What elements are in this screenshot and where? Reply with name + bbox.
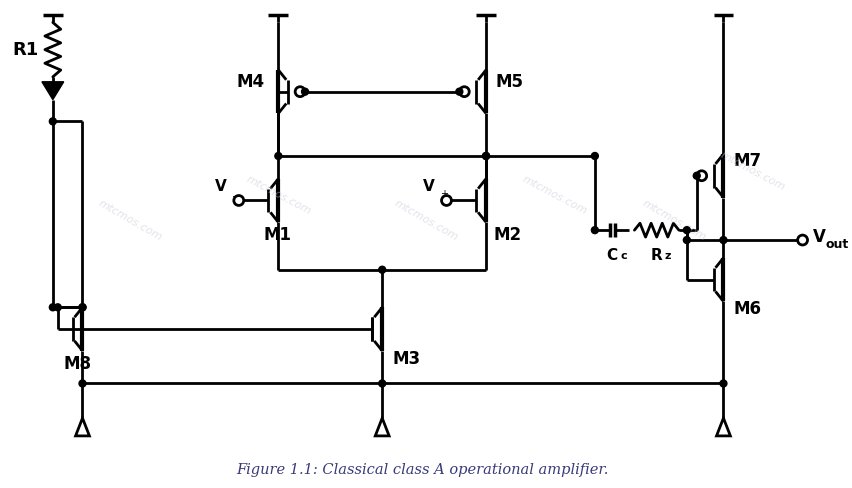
Text: M4: M4 bbox=[237, 73, 265, 91]
Circle shape bbox=[591, 153, 598, 160]
Circle shape bbox=[482, 153, 490, 160]
Text: $_{+}$: $_{+}$ bbox=[440, 185, 449, 200]
Circle shape bbox=[49, 118, 56, 125]
Circle shape bbox=[683, 237, 690, 244]
Text: mtcmos.com: mtcmos.com bbox=[245, 174, 313, 217]
Circle shape bbox=[720, 380, 727, 387]
Circle shape bbox=[79, 304, 86, 311]
Circle shape bbox=[720, 237, 727, 244]
Circle shape bbox=[697, 171, 706, 181]
Text: mtcmos.com: mtcmos.com bbox=[96, 198, 164, 243]
Polygon shape bbox=[42, 82, 64, 100]
Circle shape bbox=[275, 153, 282, 160]
Text: C: C bbox=[607, 248, 618, 263]
Circle shape bbox=[456, 88, 463, 95]
Circle shape bbox=[79, 380, 86, 387]
Circle shape bbox=[233, 196, 244, 205]
Text: M3: M3 bbox=[392, 350, 420, 368]
Circle shape bbox=[482, 153, 490, 160]
Text: V: V bbox=[423, 179, 435, 194]
Text: R: R bbox=[651, 248, 663, 263]
Text: M7: M7 bbox=[734, 152, 762, 170]
Text: c: c bbox=[620, 251, 627, 261]
Circle shape bbox=[49, 304, 56, 311]
Text: R1: R1 bbox=[12, 41, 38, 59]
Circle shape bbox=[591, 227, 598, 234]
Text: mtcmos.com: mtcmos.com bbox=[719, 149, 787, 192]
Circle shape bbox=[694, 172, 700, 179]
Text: Figure 1.1: Classical class A operational amplifier.: Figure 1.1: Classical class A operationa… bbox=[237, 463, 609, 476]
Text: M6: M6 bbox=[734, 300, 762, 318]
Circle shape bbox=[683, 227, 690, 234]
Text: mtcmos.com: mtcmos.com bbox=[641, 198, 708, 243]
Circle shape bbox=[295, 87, 305, 97]
Circle shape bbox=[379, 266, 386, 273]
Circle shape bbox=[302, 88, 308, 95]
Text: z: z bbox=[665, 251, 671, 261]
Circle shape bbox=[441, 196, 452, 205]
Text: V: V bbox=[813, 228, 826, 246]
Text: $_{-}$: $_{-}$ bbox=[231, 185, 240, 200]
Text: mtcmos.com: mtcmos.com bbox=[393, 198, 460, 243]
Text: mtcmos.com: mtcmos.com bbox=[521, 174, 590, 217]
Text: M2: M2 bbox=[494, 226, 522, 244]
Text: M1: M1 bbox=[263, 226, 291, 244]
Text: V: V bbox=[215, 179, 227, 194]
Circle shape bbox=[797, 235, 808, 245]
Text: out: out bbox=[826, 239, 849, 251]
Circle shape bbox=[79, 304, 86, 311]
Circle shape bbox=[55, 304, 61, 311]
Text: M8: M8 bbox=[64, 355, 91, 373]
Circle shape bbox=[459, 87, 469, 97]
Circle shape bbox=[379, 380, 386, 387]
Text: M5: M5 bbox=[496, 73, 524, 91]
